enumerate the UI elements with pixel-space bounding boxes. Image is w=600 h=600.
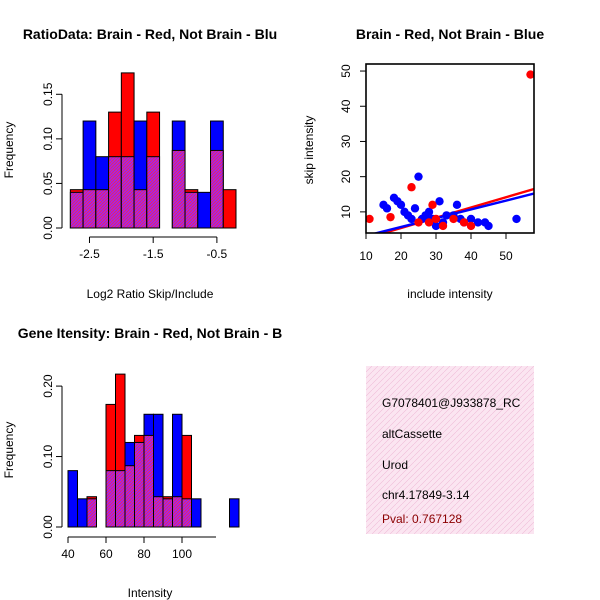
info-box-background: [366, 366, 534, 534]
info-event-type: altCassette: [382, 427, 442, 441]
ratio-hist-x-tick-label: -0.5: [207, 247, 228, 261]
intensity-hist-y-tick-label: 0.10: [41, 445, 55, 469]
scatter-point-blue: [424, 207, 434, 217]
scatter-point-blue: [396, 200, 406, 210]
scatter-point-blue: [473, 218, 483, 227]
intensity-histogram-title: Gene Itensity: Brain - Red, Not Brain - …: [18, 325, 282, 341]
scatter-x-tick-label: 40: [464, 249, 478, 263]
ratio-hist-bar-overlap: [120, 156, 135, 229]
scatter-point-red: [414, 218, 423, 227]
ratio-hist-bar-overlap: [146, 156, 161, 229]
intensity-hist-bar-overlap: [86, 498, 97, 528]
intensity-hist-y-tick-label: 0.20: [41, 374, 55, 398]
intensity-hist-bar-overlap: [162, 498, 173, 528]
info-gene-name: Urod: [382, 458, 408, 472]
ratio-histogram-title: RatioData: Brain - Red, Not Brain - Blu: [23, 26, 277, 42]
scatter-point-red: [424, 218, 434, 227]
intensity-hist-x-tick-label: 80: [137, 547, 151, 561]
scatter-point-red: [466, 221, 476, 231]
ratio-hist-y-tick-label: 0.00: [41, 216, 55, 240]
intensity-hist-bar-overlap: [181, 498, 192, 528]
scatter-ylabel: skip intensity: [302, 116, 316, 185]
ratio-histogram-xlabel: Log2 Ratio Skip/Include: [87, 287, 214, 301]
scatter-point-blue: [407, 214, 416, 224]
scatter-point-blue: [442, 211, 451, 220]
scatter-x-tick-label: 30: [429, 249, 443, 263]
intensity-histogram-panel: Gene Itensity: Brain - Red, Not Brain - …: [2, 325, 282, 600]
ratio-hist-bar-overlap: [82, 189, 97, 229]
scatter-x-tick-label: 10: [359, 249, 373, 263]
ratio-hist-x-tick-label: -2.5: [79, 247, 100, 261]
scatter-y-tick-label: 30: [339, 134, 353, 148]
ratio-hist-bar-overlap: [171, 149, 186, 229]
ratio-hist-y-tick-label: 0.15: [41, 82, 55, 106]
ratio-hist-bar-overlap: [95, 189, 110, 229]
scatter-point-blue: [466, 214, 476, 224]
intensity-hist-bar-overlap: [115, 470, 126, 528]
scatter-y-tick-label: 50: [339, 64, 353, 78]
intensity-histogram-ylabel: Frequency: [2, 422, 16, 479]
intensity-scatter-panel: Brain - Red, Not Brain - Blue 10 20 30 40 50…: [302, 26, 544, 301]
ratio-hist-bar-overlap: [108, 156, 122, 229]
ratio-hist-bar-overlap: [210, 149, 224, 229]
scatter-point-red: [428, 200, 437, 210]
intensity-hist-bar-overlap: [124, 465, 135, 528]
intensity-hist-bar-blue: [229, 498, 240, 528]
info-panel: G7078401@J933878_RC altCassette Urod chr…: [366, 366, 534, 534]
scatter-point-blue: [484, 221, 493, 231]
intensity-hist-y-tick-label: 0.00: [41, 515, 55, 539]
scatter-data: [366, 70, 534, 233]
scatter-point-blue: [414, 172, 423, 181]
scatter-point-red: [438, 221, 448, 231]
scatter-y-tick-label: 10: [339, 205, 353, 219]
intensity-histogram-xlabel: Intensity: [128, 586, 173, 600]
scatter-y-tick-label: 20: [339, 170, 353, 184]
ratio-histogram-panel: RatioData: Brain - Red, Not Brain - Blu …: [2, 26, 277, 301]
ratio-hist-y-tick-label: 0.10: [41, 127, 55, 151]
scatter-point-blue: [512, 214, 521, 224]
scatter-point-red: [459, 218, 469, 227]
scatter-point-blue: [431, 221, 441, 231]
scatter-point-blue: [435, 197, 444, 206]
ratio-hist-bar-overlap: [133, 189, 148, 229]
ratio-hist-bar-overlap: [69, 191, 84, 229]
intensity-hist-bar-blue: [77, 498, 88, 528]
ratio-histogram-ylabel: Frequency: [2, 122, 16, 179]
scatter-point-red: [431, 214, 441, 224]
info-location: chr4.17849-3.14: [382, 488, 470, 502]
intensity-hist-bar-blue: [191, 498, 202, 528]
scatter-y-tick-label: 40: [339, 99, 353, 113]
scatter-x-tick-label: 20: [394, 249, 408, 263]
intensity-hist-bar-blue: [67, 470, 78, 528]
scatter-point-red: [526, 70, 534, 79]
intensity-hist-x-tick-label: 60: [99, 547, 113, 561]
scatter-point-blue: [452, 200, 462, 210]
scatter-title: Brain - Red, Not Brain - Blue: [356, 26, 544, 42]
intensity-hist-bar-overlap: [172, 496, 183, 528]
ratio-hist-y-tick-label: 0.05: [41, 171, 55, 195]
scatter-point-red: [449, 214, 458, 224]
scatter-xlabel: include intensity: [407, 287, 492, 301]
ratio-hist-bar-blue: [197, 191, 212, 229]
intensity-hist-bar-overlap: [105, 470, 116, 528]
intensity-hist-bar-overlap: [153, 496, 164, 528]
intensity-hist-bar-overlap: [134, 441, 145, 528]
intensity-hist-x-tick-label: 100: [172, 547, 192, 561]
info-pvalue: Pval: 0.767128: [382, 512, 462, 526]
ratio-hist-x-tick-label: -1.5: [143, 247, 164, 261]
info-event-id: G7078401@J933878_RC: [382, 396, 521, 410]
scatter-frame: [365, 63, 535, 234]
scatter-point-red: [366, 214, 374, 224]
scatter-point-blue: [382, 204, 392, 213]
intensity-hist-bar-overlap: [143, 434, 154, 528]
scatter-point-red: [407, 183, 416, 192]
scatter-x-tick-label: 50: [499, 249, 513, 263]
scatter-point-blue: [410, 204, 420, 213]
ratio-hist-bar-overlap: [184, 191, 199, 229]
intensity-hist-x-tick-label: 40: [61, 547, 75, 561]
scatter-point-red: [386, 212, 395, 222]
ratio-hist-bar-red: [222, 189, 237, 229]
